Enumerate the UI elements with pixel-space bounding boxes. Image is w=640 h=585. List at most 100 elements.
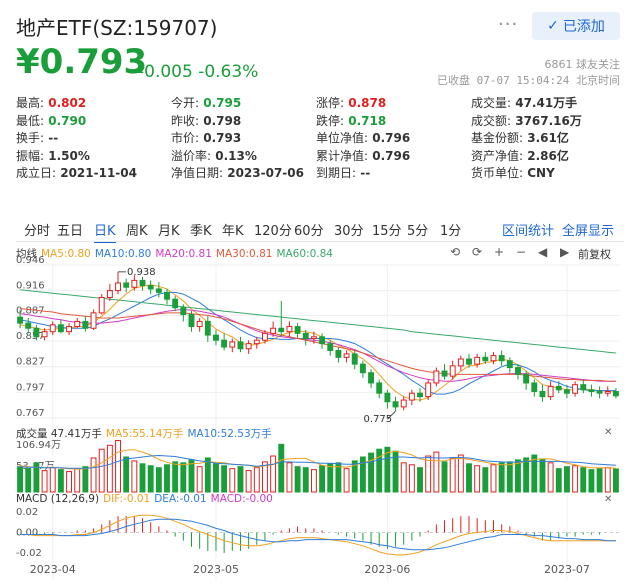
candle-body <box>237 341 244 350</box>
volume-legend: 成交量 47.41万手 MA5:55.14万手 MA10:52.53万手 <box>16 426 276 441</box>
candle-body <box>294 326 301 334</box>
volume-bar <box>253 467 260 493</box>
legend-item-1: DIF:-0.01 <box>103 493 151 505</box>
volume-bar <box>506 461 513 493</box>
quote-label: 净值日期: <box>171 166 224 180</box>
tab-6[interactable]: 年K <box>222 224 244 239</box>
quote-label: 跌停: <box>316 113 345 128</box>
volume-bar <box>425 455 432 493</box>
legend-item-2: DEA:-0.01 <box>154 493 207 505</box>
period-tabs: 分时 五日 日K 周K 月K 季K 年K 120分 60分 30分 15分 5分 1分 区间统计 全屏显示 <box>0 220 640 243</box>
volume-bar <box>66 471 73 493</box>
adjust-mode-select[interactable]: 前复权 <box>578 248 611 261</box>
quote-label: 累计净值: <box>316 148 369 163</box>
macd-legend: MACD (12,26,9) DIF:-0.01 DEA:-0.01 MACD:-0.… <box>16 493 277 505</box>
quote-col1-row-1: 最低: 0.790 <box>16 112 86 129</box>
tab-5[interactable]: 季K <box>190 224 212 239</box>
tab-8[interactable]: 60分 <box>294 224 324 239</box>
legend-item-3: MA30:0.81 <box>215 248 273 260</box>
zoom-in-icon[interactable]: + <box>494 245 505 259</box>
scroll-left-icon[interactable]: ◀ <box>538 245 548 259</box>
candle-body <box>408 392 415 401</box>
zoom-out-icon[interactable]: − <box>516 245 527 259</box>
volume-bar <box>172 461 179 493</box>
volume-bar <box>433 451 440 493</box>
tab-2[interactable]: 日K <box>94 220 116 243</box>
scroll-right-icon[interactable]: ▶ <box>560 245 570 259</box>
close-volume-icon[interactable]: ✕ <box>604 427 613 438</box>
volume-bar <box>604 467 611 493</box>
quote-value: 0.718 <box>344 113 387 128</box>
legend-item-2: MA10:52.53万手 <box>187 428 272 440</box>
quote-col3-row-2: 单位净值: 0.796 <box>316 129 410 146</box>
candle-body <box>98 296 105 314</box>
current-price: ¥0.793 <box>16 42 148 82</box>
quote-col2-row-2: 市价: 0.793 <box>171 129 241 146</box>
volume-bar <box>49 467 56 493</box>
candle-body <box>188 314 195 328</box>
volume-bar <box>294 466 301 493</box>
range-stats-link[interactable]: 区间统计 <box>502 224 555 239</box>
ma-line-ma10 <box>19 291 616 395</box>
x-tick-label: 2023-04 <box>30 563 76 576</box>
volume-bar <box>580 467 587 493</box>
tab-11[interactable]: 5分 <box>407 224 429 239</box>
kline-chart[interactable]: 0.946 0.916 0.887 0.857 0.827 0.797 0.767 0.938… <box>0 255 640 585</box>
tab-3[interactable]: 周K <box>126 224 148 239</box>
candle-body <box>17 316 24 324</box>
candle-body <box>555 385 562 391</box>
quote-label: 货币单位: <box>471 166 524 180</box>
market-status: 已收盘 07-07 15:04:24 北京时间 <box>437 74 620 87</box>
tab-12[interactable]: 1分 <box>440 224 462 239</box>
volume-bar <box>466 463 472 493</box>
quote-col2-row-3: 溢价率: 0.13% <box>171 147 257 164</box>
candle-body <box>384 392 391 403</box>
fullscreen-link[interactable]: 全屏显示 <box>562 224 615 239</box>
candle-body <box>213 334 219 341</box>
redo-icon[interactable]: ⟳ <box>472 245 483 259</box>
tab-0[interactable]: 分时 <box>24 224 51 239</box>
volume-bar <box>33 462 40 493</box>
candle-body <box>376 382 383 394</box>
more-options-button[interactable]: ··· <box>498 14 519 35</box>
close-macd-icon[interactable]: ✕ <box>604 494 613 505</box>
volume-bar <box>25 468 32 493</box>
candle-body <box>229 341 236 348</box>
candle-body <box>253 339 260 345</box>
volume-bar <box>57 469 64 493</box>
quote-value: 0.798 <box>199 113 242 128</box>
candle-body <box>449 365 456 377</box>
legend-item-0: MACD (12,26,9) <box>16 493 100 505</box>
volume-bar <box>408 464 415 493</box>
x-tick-label: 2023-06 <box>364 563 410 576</box>
candle-body <box>131 279 138 288</box>
price-tick-label: 0.827 <box>16 357 45 368</box>
tab-10[interactable]: 15分 <box>372 224 402 239</box>
volume-bar <box>229 468 236 493</box>
candle-body <box>392 401 399 408</box>
price-change: -0.005 -0.63% <box>138 62 259 82</box>
volume-bar <box>368 452 375 493</box>
macd-tick-label: 0.00 <box>16 528 38 539</box>
follower-count: 6861 球友关注 <box>544 58 621 71</box>
tab-7[interactable]: 120分 <box>254 224 292 239</box>
volume-bar <box>376 448 383 493</box>
added-watchlist-button[interactable]: ✓ 已添加 <box>532 12 620 40</box>
macd-tick-label: 0.02 <box>16 507 38 518</box>
quote-col4-row-0: 成交量: 47.41万手 <box>471 94 577 111</box>
candle-body <box>302 332 309 340</box>
candle-body <box>155 288 162 293</box>
quote-value: -- <box>356 166 371 180</box>
tab-1[interactable]: 五日 <box>57 224 84 239</box>
candle-body <box>41 331 48 338</box>
candle-body <box>49 324 56 333</box>
tab-9[interactable]: 30分 <box>334 224 364 239</box>
high-annotation: 0.938 <box>127 267 156 278</box>
candle-body <box>123 282 130 288</box>
ma-legend: 均线 MA5:0.80 MA10:0.80 MA20:0.81 MA30:0.81 MA6… <box>16 246 337 261</box>
candle-body <box>335 349 342 358</box>
quote-label: 资产净值: <box>471 148 524 163</box>
volume-bar <box>221 465 228 493</box>
undo-icon[interactable]: ⟲ <box>450 245 461 259</box>
tab-4[interactable]: 月K <box>158 224 180 239</box>
